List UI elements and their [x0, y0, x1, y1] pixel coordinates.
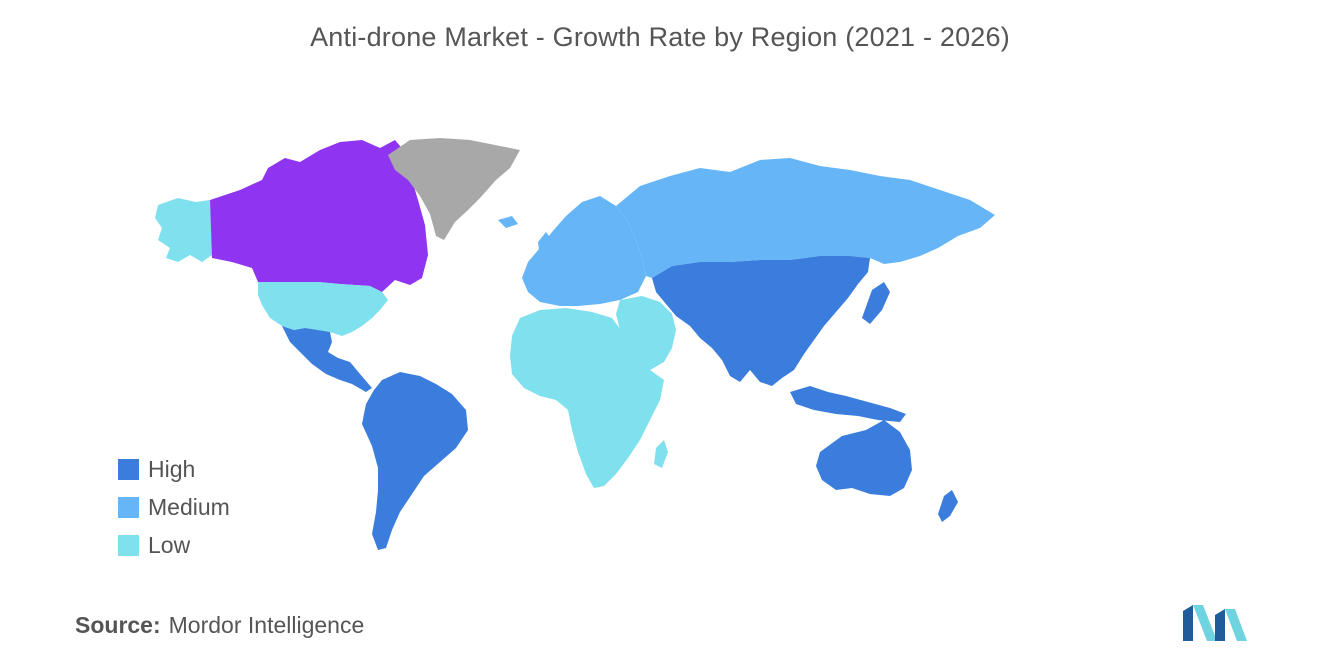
region-mexico-central-america — [282, 326, 372, 392]
region-uk — [538, 232, 552, 258]
source-label: Source: — [75, 612, 161, 638]
legend-swatch-high — [118, 458, 139, 480]
legend: High Medium Low — [118, 450, 230, 564]
legend-item-low: Low — [118, 526, 230, 564]
logo-svg — [1183, 605, 1247, 641]
region-new-zealand — [938, 490, 958, 522]
legend-label-medium: Medium — [148, 493, 230, 520]
region-south-america — [362, 372, 468, 550]
region-europe — [522, 196, 646, 306]
region-australia — [816, 420, 912, 496]
legend-label-low: Low — [148, 531, 191, 558]
source-note: Source: Mordor Intelligence — [75, 612, 364, 639]
region-usa — [258, 282, 388, 336]
region-greenland — [388, 138, 520, 240]
logo-shape-diag-1 — [1193, 605, 1217, 641]
legend-swatch-low — [118, 534, 139, 556]
region-canada — [210, 140, 428, 292]
logo-shape-diag-2 — [1225, 609, 1247, 641]
map-title: Anti-drone Market - Growth Rate by Regio… — [310, 22, 1010, 52]
logo-shape-left — [1183, 605, 1193, 641]
region-asia — [652, 256, 870, 386]
region-russia — [616, 158, 995, 278]
region-middle-east — [616, 296, 676, 370]
region-africa — [510, 308, 664, 488]
region-alaska — [155, 198, 212, 262]
region-japan — [862, 282, 890, 324]
region-madagascar — [654, 440, 668, 468]
region-iceland — [498, 216, 518, 228]
legend-item-high: High — [118, 450, 230, 488]
source-value: Mordor Intelligence — [168, 612, 365, 638]
mordor-intelligence-logo-icon — [1183, 605, 1249, 646]
logo-shape-mid — [1215, 609, 1225, 641]
legend-label-high: High — [148, 455, 196, 482]
region-southeast-asia — [790, 386, 906, 422]
legend-item-medium: Medium — [118, 488, 230, 526]
legend-swatch-medium — [118, 496, 139, 518]
